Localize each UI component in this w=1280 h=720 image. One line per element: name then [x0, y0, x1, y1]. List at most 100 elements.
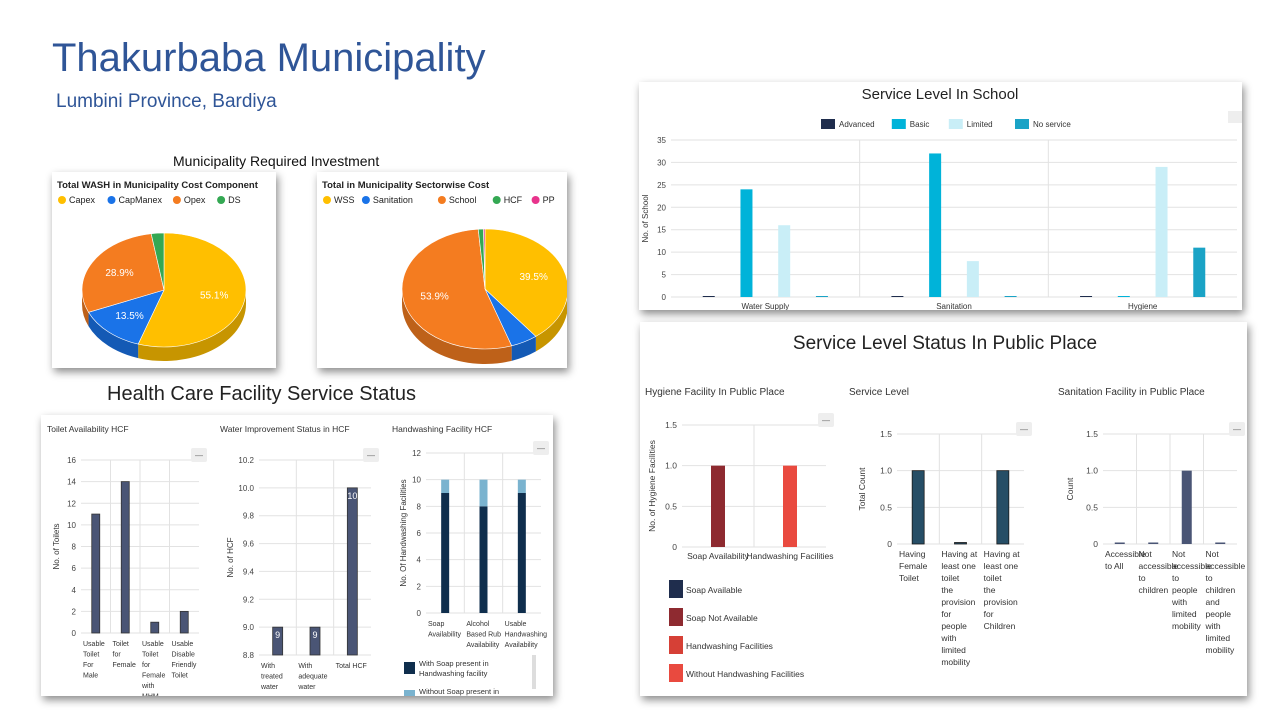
- x-tick-label: Handwashing Facilities: [747, 551, 834, 561]
- pie-data-label: 39.5%: [520, 272, 548, 283]
- bar: [1080, 296, 1093, 297]
- x-tick-label: Toilet: [172, 673, 188, 680]
- x-tick-label: Based Rub: [466, 632, 501, 639]
- y-axis-label: No. of Toilets: [52, 523, 61, 569]
- bar: [996, 470, 1010, 545]
- x-tick-label: Total HCF: [336, 663, 367, 670]
- x-tick-label: accessible: [1206, 561, 1246, 571]
- x-tick-label: to: [1206, 573, 1213, 583]
- y-axis-label: Total Count: [857, 467, 867, 511]
- x-tick-label: people: [1206, 609, 1232, 619]
- legend-label: PP: [543, 195, 555, 205]
- pie-slice: [88, 289, 165, 345]
- pie-slice-side: [511, 336, 536, 361]
- pie-slice: [81, 233, 165, 313]
- x-tick-label: Not: [1206, 549, 1220, 559]
- pie-slice-side: [535, 289, 568, 352]
- chart-menu-icon: —: [537, 444, 545, 453]
- y-axis-label: No. of Hygiene Facilities: [647, 440, 657, 532]
- y-tick-label: 0.5: [1086, 502, 1098, 512]
- legend-label: DS: [228, 195, 241, 205]
- bar: [911, 470, 925, 545]
- y-tick-label: 35: [657, 136, 666, 145]
- legend-swatch: [669, 636, 683, 654]
- bar: [150, 621, 160, 634]
- x-tick-label: Disable: [172, 652, 195, 659]
- legend-swatch: [669, 580, 683, 598]
- x-tick-label: least one: [941, 561, 976, 571]
- x-tick-label: Toilet: [113, 641, 129, 648]
- bar: [1155, 166, 1168, 297]
- legend-label: HCF: [504, 195, 523, 205]
- legend-label: CapManex: [119, 195, 163, 205]
- legend-swatch: [217, 196, 226, 204]
- school-panel: Service Level In School Advanced Basic Limi…: [639, 82, 1242, 311]
- page-subtitle: Lumbini Province, Bardiya: [56, 91, 277, 112]
- chart-menu-button: [1228, 111, 1242, 123]
- page-title: Thakurbaba Municipality: [52, 36, 486, 80]
- x-tick-label: Accessible: [1105, 549, 1146, 559]
- x-tick-label: Availability: [428, 632, 461, 639]
- bar: [783, 465, 797, 547]
- legend-label: Soap Not Available: [686, 613, 758, 623]
- legend-label: Handwashing Facilities: [686, 641, 773, 651]
- y-tick-label: 0.5: [665, 501, 677, 511]
- chart-menu-button: [1229, 422, 1245, 436]
- x-tick-label: with: [1205, 621, 1221, 631]
- chart-menu-icon: —: [367, 451, 375, 460]
- bar: [479, 506, 488, 613]
- pie-title: Total WASH in Municipality Cost Componen…: [57, 180, 259, 191]
- legend-label: Opex: [184, 195, 206, 205]
- y-tick-label: 9.0: [243, 623, 255, 632]
- x-tick-label: With: [261, 663, 275, 670]
- bar: [954, 542, 967, 545]
- bar: [778, 225, 791, 297]
- y-tick-label: 8: [417, 502, 422, 511]
- x-tick-label: children: [1139, 585, 1169, 595]
- x-tick-label: Not: [1139, 549, 1153, 559]
- x-tick-label: Female: [142, 673, 165, 680]
- bar: [891, 296, 904, 297]
- y-tick-label: 4: [72, 586, 77, 595]
- x-tick-label: with: [141, 683, 155, 690]
- x-tick-label: accessible: [1139, 561, 1179, 571]
- bar: [702, 296, 715, 297]
- legend-label: Limited: [967, 120, 993, 129]
- pie-data-label: 13.5%: [115, 311, 143, 322]
- chart-menu-icon: —: [1020, 425, 1028, 434]
- x-tick-label: to: [1139, 573, 1146, 583]
- legend-label: Without Handwashing Facilities: [686, 669, 804, 679]
- x-tick-label: Handwashing: [505, 632, 548, 639]
- x-tick-label: water: [297, 684, 316, 691]
- bar: [1117, 296, 1130, 297]
- x-tick-label: Alcohol: [466, 621, 489, 628]
- legend-swatch: [437, 196, 446, 204]
- x-tick-label: Male: [83, 673, 98, 680]
- pie-slice-side: [82, 290, 89, 327]
- pie-slice: [401, 228, 513, 350]
- y-tick-label: 25: [657, 181, 666, 190]
- x-tick-label: for: [941, 609, 951, 619]
- y-tick-label: 4: [417, 556, 422, 565]
- x-tick-label: the: [984, 585, 996, 595]
- pie-data-label: 55.1%: [200, 291, 228, 302]
- y-tick-label: 1.5: [665, 420, 677, 430]
- legend-swatch: [669, 664, 683, 682]
- x-tick-label: with: [940, 633, 956, 643]
- y-axis-label: No. of HCF: [226, 537, 235, 577]
- bar: [1215, 542, 1226, 544]
- pie-slice: [484, 228, 569, 337]
- bar: [740, 189, 753, 297]
- legend-swatch: [821, 119, 835, 129]
- x-tick-label: and: [1206, 597, 1220, 607]
- legend-swatch: [58, 196, 66, 204]
- y-tick-label: 6: [417, 529, 422, 538]
- x-tick-label: mobility: [1206, 645, 1236, 655]
- bar: [1148, 542, 1159, 544]
- legend-swatch: [1015, 119, 1029, 129]
- y-tick-label: 0: [1093, 539, 1098, 549]
- x-tick-label: mobility: [1172, 621, 1202, 631]
- y-axis-label: No. of School: [641, 194, 650, 242]
- legend-label: Basic: [910, 120, 930, 129]
- x-tick-label: Usable: [83, 641, 105, 648]
